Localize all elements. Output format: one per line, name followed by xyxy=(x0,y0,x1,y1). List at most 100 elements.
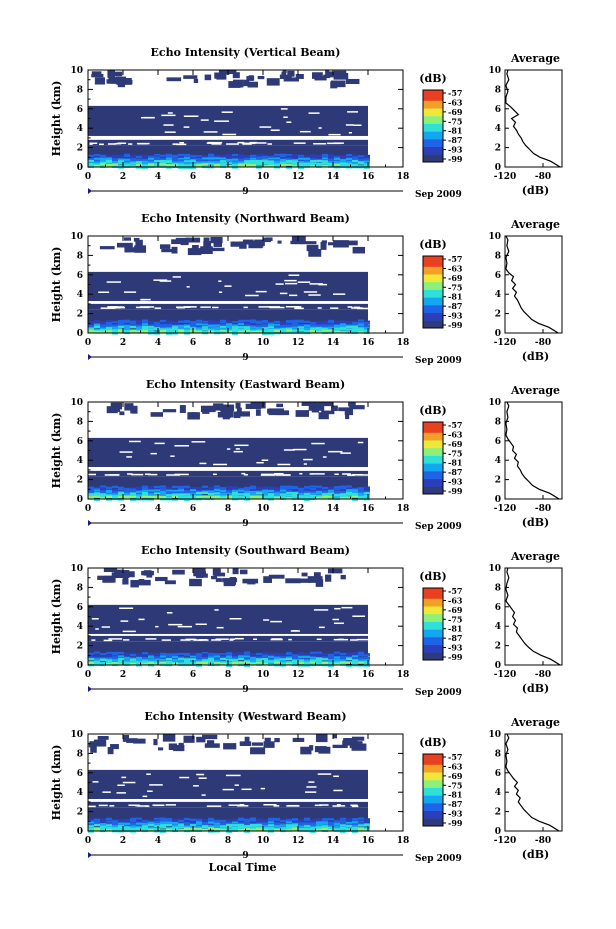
echo-block xyxy=(318,412,329,420)
echo-block xyxy=(217,411,234,418)
echo-gap xyxy=(120,620,129,622)
echo-cell xyxy=(352,322,358,325)
avg-x-tick-label: -120 xyxy=(494,338,517,348)
echo-gap xyxy=(313,609,329,611)
echo-cell xyxy=(202,320,208,324)
echo-block xyxy=(94,77,105,85)
echo-cell xyxy=(256,821,262,824)
echo-cell xyxy=(268,489,274,493)
colorbar-tick-label: -69 xyxy=(448,771,463,781)
echo-cell xyxy=(358,321,364,325)
echo-cell xyxy=(232,652,238,655)
y-tick-label: 2 xyxy=(77,642,83,652)
echo-cell xyxy=(238,328,244,331)
echo-cell xyxy=(262,655,268,659)
colorbar-frame xyxy=(422,255,444,329)
date-marker xyxy=(88,520,92,526)
echo-cell xyxy=(100,825,106,828)
echo-cell xyxy=(214,163,220,166)
colorbar-swatch xyxy=(423,595,443,599)
x-tick-label: 8 xyxy=(225,172,231,182)
colorbar-swatch xyxy=(423,450,443,454)
echo-cell xyxy=(166,662,172,665)
echo-cell xyxy=(274,659,280,662)
echo-cell xyxy=(322,496,328,500)
echo-block xyxy=(330,405,338,412)
echo-cell xyxy=(292,820,298,824)
colorbar-swatch xyxy=(423,429,443,433)
echo-cell xyxy=(202,495,208,498)
echo-cell xyxy=(130,490,136,493)
echo-cell xyxy=(208,820,214,823)
echo-cell xyxy=(166,157,172,160)
echo-cell xyxy=(196,823,202,826)
colorbar-tick-label: -57 xyxy=(448,254,462,264)
echo-cell xyxy=(268,660,274,663)
echo-cell xyxy=(340,327,346,330)
echo-cell xyxy=(358,494,364,497)
colorbar-swatch xyxy=(423,151,443,155)
y-tick-label: 6 xyxy=(77,105,83,115)
echo-cell xyxy=(172,494,178,497)
echo-cell xyxy=(160,319,166,323)
echo-block xyxy=(239,569,248,575)
x-tick-label: 12 xyxy=(292,836,305,846)
echo-cell xyxy=(352,818,358,821)
echo-cell xyxy=(322,323,328,326)
colorbar-unit: (dB) xyxy=(419,72,446,85)
echo-gap xyxy=(274,472,284,475)
avg-y-tick-label: 4 xyxy=(495,124,501,134)
echo-cell xyxy=(190,322,196,325)
echo-gap xyxy=(123,291,137,293)
echo-cell xyxy=(226,820,232,824)
echo-cell xyxy=(190,824,196,827)
echo-cell xyxy=(154,156,160,159)
echo-cell xyxy=(328,659,334,662)
echo-cell xyxy=(262,823,268,826)
y-axis-label: Height (km) xyxy=(50,579,63,655)
echo-cell xyxy=(226,327,232,331)
echo-cell xyxy=(94,822,100,825)
echo-cell xyxy=(256,322,262,325)
echo-cell xyxy=(268,496,274,499)
echo-cell xyxy=(334,651,340,654)
echo-block xyxy=(104,575,116,583)
echo-cell xyxy=(154,658,160,661)
echo-block xyxy=(110,744,119,750)
colorbar-tick-label: -69 xyxy=(448,439,463,449)
colorbar-swatch xyxy=(423,761,443,765)
echo-cell xyxy=(226,162,232,165)
echo-cell xyxy=(352,162,358,165)
echo-cell xyxy=(226,656,232,659)
echo-cell xyxy=(250,657,256,660)
echo-cell xyxy=(352,828,358,831)
x-tick-label: 10 xyxy=(257,172,270,182)
echo-cell xyxy=(94,321,100,325)
colorbar-swatch xyxy=(423,593,443,597)
echo-cell xyxy=(178,824,184,827)
echo-cell xyxy=(190,159,196,162)
colorbar-swatch xyxy=(423,792,443,796)
echo-cell xyxy=(244,661,250,664)
echo-cell xyxy=(160,154,166,157)
echo-cell xyxy=(142,487,148,491)
colorbar-swatch xyxy=(423,118,443,122)
colorbar-swatch xyxy=(423,437,443,441)
echo-cell xyxy=(178,819,184,823)
echo-block xyxy=(283,77,299,82)
echo-gap xyxy=(221,111,233,113)
echo-block xyxy=(133,738,146,744)
echo-cell xyxy=(172,491,178,494)
echo-gap xyxy=(218,291,223,293)
heatmap xyxy=(88,568,370,667)
echo-cell xyxy=(310,653,316,657)
echo-cell xyxy=(160,822,166,826)
echo-cell xyxy=(202,828,208,832)
echo-gap xyxy=(332,805,341,807)
echo-block xyxy=(124,237,131,241)
echo-cell xyxy=(88,159,94,163)
echo-block xyxy=(223,579,236,587)
avg-y-tick-label: 4 xyxy=(495,290,501,300)
echo-block xyxy=(143,570,152,576)
